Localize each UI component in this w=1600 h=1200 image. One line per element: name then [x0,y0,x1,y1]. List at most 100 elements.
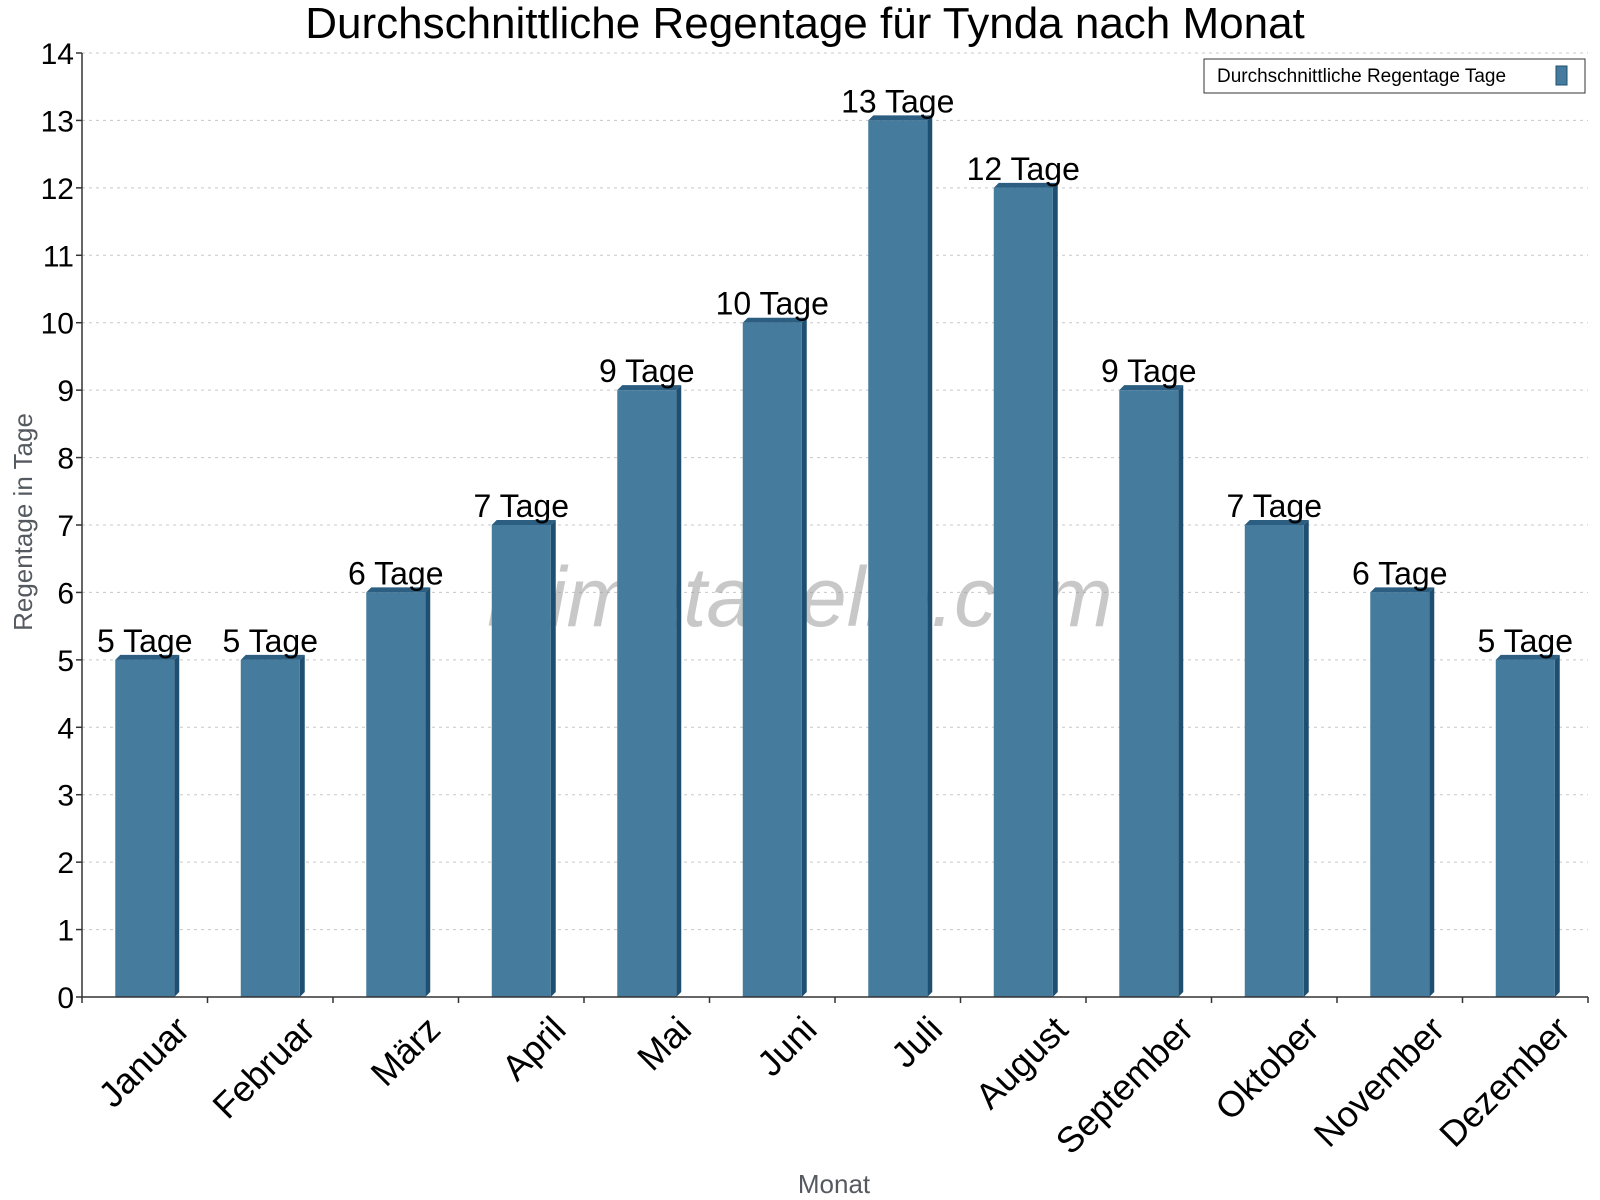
data-label: 13 Tage [841,83,954,119]
bar-top [1244,520,1309,525]
bar-side [299,654,305,997]
bar [993,187,1053,997]
x-tick-label: April [494,1008,574,1088]
bar-side [1429,587,1435,997]
bar-top [868,115,933,121]
bar-side [174,654,180,997]
bar-september [1119,385,1184,998]
y-tick-label: 11 [43,240,74,273]
data-labels: 5 Tage 5 Tage 6 Tage 7 Tage 9 Tage 10 Tage 13 … [97,83,1573,658]
x-tick-label: September [1048,1008,1202,1162]
data-label: 6 Tage [348,555,444,591]
y-tick-label: 8 [57,443,74,476]
legend-label: Durchschnittliche Regentage Tage [1217,66,1506,87]
bar [1495,659,1555,997]
y-tick-label: 0 [57,982,74,1015]
legend-swatch [1555,65,1568,86]
bar-side [1303,520,1309,997]
data-label: 12 Tage [967,151,1080,187]
y-tick-label: 4 [57,712,74,745]
x-tick-label: Januar [90,1008,197,1115]
bar [491,525,551,997]
bar [115,659,175,997]
bar [1370,592,1430,997]
x-tick-labels: Januar Februar März April Mai Juni Juli AugustS… [90,1008,1577,1162]
y-tick-label: 7 [57,510,74,543]
bar-top [742,317,807,323]
bar [742,322,802,997]
bar-top [993,182,1058,188]
bar-juni [742,317,807,997]
bar-oktober [1244,520,1309,997]
y-tick-label: 10 [41,308,74,341]
data-label: 6 Tage [1352,555,1448,591]
bar-dezember [1495,654,1560,997]
chart-title: Durchschnittliche Regentage für Tynda na… [305,0,1305,48]
bar-märz [366,587,431,997]
bar-top [1370,587,1435,593]
bar-januar [115,654,180,997]
x-tick-label: Juni [749,1008,825,1084]
data-label: 9 Tage [1101,353,1197,389]
bar-top [115,654,180,660]
axes [76,52,1589,1003]
data-label: 5 Tage [97,623,193,659]
bar-side [550,520,556,997]
grid-lines [82,52,1588,931]
y-tick-label: 6 [57,577,74,610]
bar-top [240,654,305,660]
legend: Durchschnittliche Regentage Tage [1203,58,1586,94]
bar [1119,390,1179,998]
data-label: 7 Tage [1227,488,1323,524]
bar-mai [617,385,682,998]
bar-side [1554,654,1560,997]
y-tick-label: 12 [41,173,74,206]
bar-side [425,587,431,997]
bar-side [1052,182,1058,997]
data-label: 10 Tage [716,286,829,322]
y-tick-label: 3 [57,780,74,813]
x-tick-label: Oktober [1207,1008,1327,1128]
bar-top [1495,654,1560,660]
bar-top [1119,385,1184,391]
x-tick-label: Februar [204,1008,322,1126]
bar-top [491,520,556,525]
y-tick-label: 5 [57,645,74,678]
bar [868,120,928,997]
bar-juli [868,115,933,997]
data-label: 5 Tage [1478,623,1574,659]
x-tick-label: November [1306,1008,1452,1154]
bar [617,390,677,998]
y-axis-label: Regentage in Tage [8,413,38,631]
bar-side [927,115,933,997]
y-tick-label: 14 [41,38,74,71]
bar-side [801,317,807,997]
bars [115,115,1560,998]
bar-top [366,587,431,593]
data-label: 9 Tage [599,353,695,389]
legend-box [1203,58,1586,94]
x-tick-label: August [967,1008,1075,1116]
bar [366,592,426,997]
x-axis-label: Monat [798,1169,871,1199]
y-tick-label: 13 [41,105,74,138]
bar-februar [240,654,305,997]
x-tick-label: Mai [629,1008,699,1078]
bar-august [993,182,1058,997]
data-label: 5 Tage [223,623,319,659]
y-tick-label: 2 [57,847,74,880]
data-label: 7 Tage [474,488,570,524]
bar-november [1370,587,1435,997]
bar-top [617,385,682,391]
y-tick-label: 1 [57,915,74,948]
x-tick-label: März [363,1008,449,1094]
bar [240,659,300,997]
x-tick-label: Juli [883,1008,950,1075]
bar-side [676,385,682,998]
bar-side [1178,385,1184,998]
x-tick-label: Dezember [1431,1008,1577,1154]
bar [1244,525,1304,997]
bar-april [491,520,556,997]
